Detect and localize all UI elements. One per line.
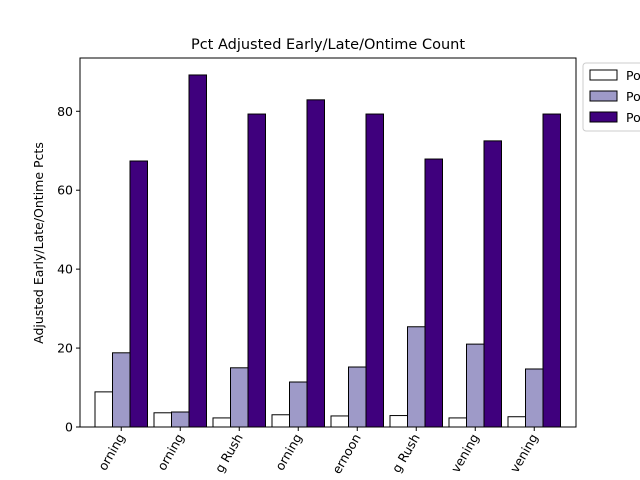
bar-series-3-cat-5 [365,113,384,428]
y-tick-label-60: 60 [57,183,73,198]
bar-series-1-cat-6 [389,415,408,428]
bar-series-3-cat-4 [306,99,325,428]
bar-series-1-cat-2 [153,412,172,428]
bar-series-1-cat-1 [94,391,113,428]
x-tick-label-7: vening [448,431,482,475]
y-tick-label-40: 40 [57,262,73,277]
y-tick-label-80: 80 [57,104,73,119]
bar-series-3-cat-8 [542,113,561,428]
x-tick-label-4: orning [272,431,305,473]
bar-series-1-cat-5 [330,415,349,428]
x-tick-label-1: orning [95,431,128,473]
bar-series-2-cat-5 [348,366,367,428]
bar-series-2-cat-4 [289,381,308,428]
legend-swatch-1 [589,69,618,81]
chart-title: Pct Adjusted Early/Late/Ontime Count [191,37,465,53]
y-tick-label-0: 0 [65,420,73,435]
axes-frame [79,57,577,428]
bar-series-3-cat-7 [483,140,502,428]
x-tick-label-8: vening [507,431,541,475]
legend-label-2: Po [626,89,640,104]
bar-series-2-cat-6 [407,326,426,428]
bar-series-3-cat-2 [188,74,207,428]
x-tick-label-2: orning [154,431,187,473]
bar-series-1-cat-7 [448,417,467,428]
legend-label-1: Po [626,68,640,83]
x-tick-label-3: g Rush [212,431,246,475]
legend-swatch-3 [589,111,618,123]
bar-series-2-cat-7 [466,343,485,428]
y-tick-label-20: 20 [57,341,73,356]
bar-series-2-cat-3 [230,367,249,428]
legend-swatch-2 [589,90,618,102]
bar-series-2-cat-2 [171,411,190,428]
bar-series-2-cat-1 [112,352,131,428]
bar-series-1-cat-3 [212,417,231,428]
x-tick-label-6: g Rush [389,431,423,475]
bar-series-2-cat-8 [525,368,544,428]
bar-series-1-cat-4 [271,414,290,428]
bar-series-3-cat-3 [247,113,266,428]
y-axis-label: Adjusted Early/Late/Ontime Pcts [31,142,46,344]
bar-series-1-cat-8 [507,416,526,428]
bar-series-3-cat-1 [129,160,148,428]
x-tick-label-5: ernoon [329,431,364,476]
legend-label-3: Po [626,110,640,125]
bar-series-3-cat-6 [424,158,443,428]
legend: Po Po Po [582,62,640,132]
